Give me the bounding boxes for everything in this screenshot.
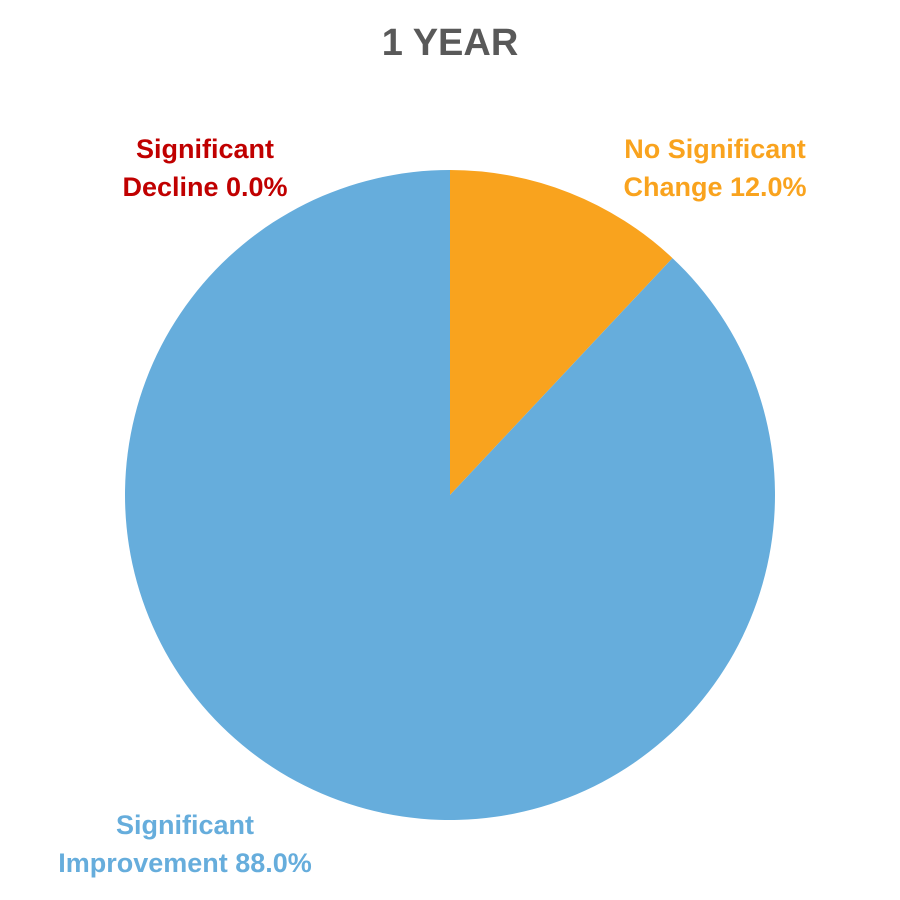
slice-label-no-significant-change: No Significant Change 12.0%: [600, 130, 830, 206]
chart-title: 1 YEAR: [381, 22, 519, 64]
slice-label-line2: Change 12.0%: [623, 172, 807, 202]
slice-label-significant-improvement: Significant Improvement 88.0%: [20, 806, 350, 882]
slice-label-line2: Decline 0.0%: [122, 172, 288, 202]
pie-slice-1: [124, 170, 775, 820]
slice-label-line1: Significant: [135, 134, 274, 164]
slice-label-line1: No Significant: [624, 134, 806, 164]
slice-label-line1: Significant: [115, 810, 254, 840]
slice-label-significant-decline: Significant Decline 0.0%: [95, 130, 315, 206]
pie-slice-0: [450, 170, 673, 495]
slice-label-line2: Improvement 88.0%: [58, 848, 312, 878]
